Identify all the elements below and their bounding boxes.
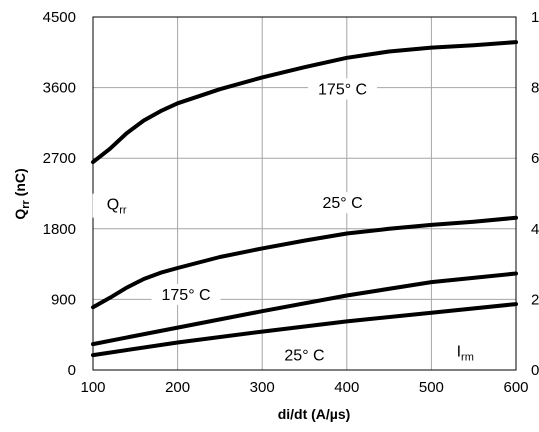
annotation-bg [308,78,378,100]
plot-frame [92,16,517,371]
annotation-label: 25° C [284,347,324,364]
x-axis-label: di/dt (A/µs) [278,406,351,422]
y-tick-label: 3600 [43,80,76,97]
right-axis-tick-label: 4 [531,221,539,238]
series-layer [91,40,518,358]
y-tick-label: 4500 [43,9,76,26]
x-tick-label: 200 [165,379,190,396]
annotation-layer: 175° C 25° C 175° C 25° C Qrr Irm [92,78,490,366]
annotation-bg [441,340,490,365]
annotation-bg [312,192,373,214]
right-axis-tick-label: 0 [531,362,539,379]
annotation-label: 25° C [322,195,362,212]
right-axis-tick-label: 6 [531,150,539,167]
grid-layer [92,16,517,371]
y-tick-label: 900 [51,291,76,308]
y-tick-label: 2700 [43,150,76,167]
x-tick-label: 500 [419,379,444,396]
annotation-bg [92,193,141,218]
right-axis-tick-label: 8 [531,80,539,97]
series-line [91,302,518,358]
right-axis-tick-label: 1 [531,9,539,26]
annotation-bg [151,283,221,305]
x-tick-label: 100 [80,379,105,396]
tick-layer: 100 200 300 400 500 6000900180027003600450002… [43,9,539,396]
series-line [91,271,518,347]
annotation-bg [274,344,335,366]
x-tick-label: 600 [503,379,528,396]
x-tick-label: 300 [250,379,275,396]
y-tick-label: 1800 [43,221,76,238]
right-axis-tick-label: 2 [531,291,539,308]
series-line [91,215,518,310]
x-tick-label: 400 [334,379,359,396]
y-tick-label: 0 [68,362,76,379]
series-symbol-label: Qrr [107,197,127,217]
series-symbol-label: Irm [457,343,474,363]
annotation-label: 175° C [318,81,367,98]
y-axis-label: Qrr (nC) [12,168,32,219]
series-line [91,40,518,165]
annotation-label: 175° C [162,287,211,304]
